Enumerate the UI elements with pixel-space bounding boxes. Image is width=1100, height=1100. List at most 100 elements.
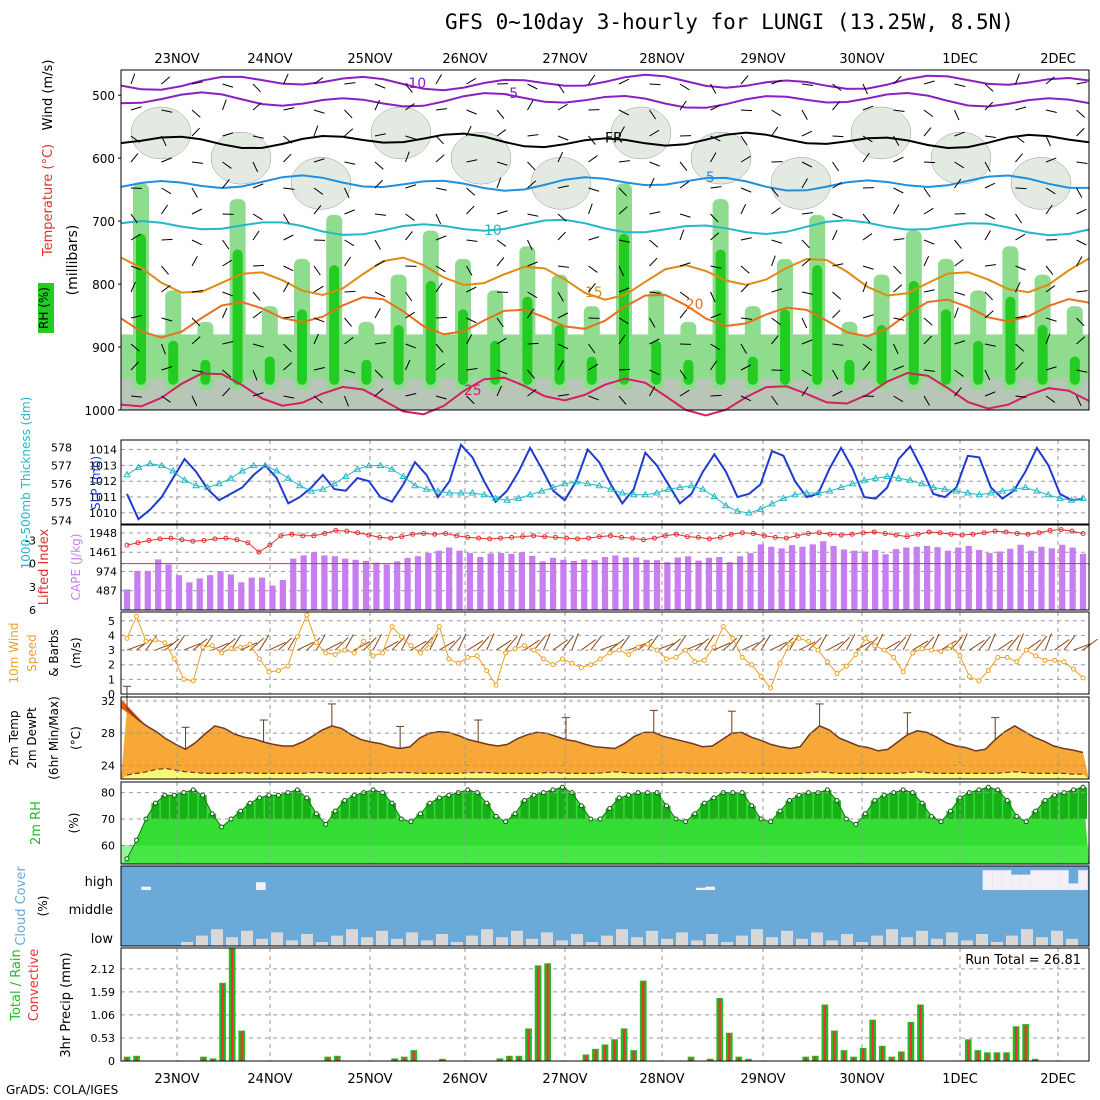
cloud-high-bar	[1059, 870, 1069, 890]
cloud-low-bar	[661, 938, 673, 946]
wind-barb	[1076, 187, 1083, 198]
cape-bar	[1038, 546, 1045, 610]
cape-bar	[186, 582, 193, 610]
wind-speed-marker	[540, 656, 546, 662]
rh-high-fill	[719, 792, 728, 820]
wind-barb	[710, 104, 721, 111]
wind-barb	[161, 204, 169, 215]
wind-panel-bg	[121, 612, 1089, 694]
wind-barb	[710, 291, 716, 303]
date-label-top: 2DEC	[1040, 52, 1076, 67]
lifted-index-marker	[871, 529, 877, 535]
wind-barb	[954, 239, 962, 249]
wind-speed-marker	[257, 656, 263, 662]
wind-barb	[252, 102, 262, 111]
rh-high-fill	[747, 805, 756, 820]
rh-high-fill	[861, 813, 870, 820]
precip-convective-bar	[976, 1051, 979, 1061]
wind-tick-label: 3	[108, 644, 115, 657]
wind-speed-marker	[398, 634, 404, 640]
cloud-low-bar	[346, 929, 358, 946]
temp-axis-label-3: (6hr Min/Max)	[47, 696, 61, 780]
wind-barb	[923, 239, 935, 245]
cape-bar	[331, 556, 338, 610]
wind-barb	[466, 187, 476, 196]
rh-column-core	[200, 359, 211, 385]
cape-bar	[778, 548, 785, 610]
lifted-index-marker	[190, 538, 196, 544]
cape-bar	[913, 546, 920, 610]
wind-barb	[222, 179, 230, 189]
cape-bar	[383, 564, 390, 610]
surface-wind-barb	[562, 635, 574, 651]
wind-barb	[405, 231, 413, 241]
wind-barb	[435, 235, 447, 241]
wind-barb	[435, 135, 445, 145]
wind-barb	[649, 257, 658, 267]
wind-barb	[374, 179, 384, 189]
wind-barb	[954, 291, 966, 296]
cape-bar	[456, 550, 463, 610]
rh-marker	[711, 795, 717, 801]
wind-barb	[557, 231, 567, 241]
temperature-contour-label: -5	[504, 86, 518, 102]
cloud-low-bar	[196, 935, 208, 946]
wind-barb	[405, 311, 416, 319]
lifted-index-marker	[739, 530, 745, 536]
lifted-index-marker	[1014, 531, 1020, 536]
precip-panel-frame	[120, 947, 1090, 1062]
wind-barb	[222, 99, 227, 111]
cape-bar	[404, 557, 411, 610]
wind-barb	[984, 291, 994, 301]
surface-wind-barb	[164, 638, 180, 651]
wind-barb	[435, 154, 445, 163]
cape-panel-frame	[120, 524, 1090, 611]
wind-barb	[557, 135, 569, 141]
wind-barb	[801, 178, 808, 189]
lifted-index-marker	[509, 534, 515, 540]
lifted-index-line	[126, 529, 1084, 553]
lifted-index-marker	[827, 531, 833, 537]
thickness-axis-label: 1000-500mb Thickness (dm)	[19, 397, 33, 570]
wind-barb	[771, 317, 781, 325]
thickness-marker	[1033, 487, 1041, 494]
wind-barb	[252, 213, 263, 221]
rh-high-fill	[539, 792, 548, 820]
lifted-index-marker	[355, 530, 361, 536]
wind-barb	[1045, 366, 1057, 371]
wind-speed-marker	[995, 654, 1001, 660]
cape-bar	[466, 553, 474, 610]
cape-bar	[258, 577, 266, 610]
surface-wind-barb	[883, 640, 901, 651]
wind-barb	[588, 265, 598, 273]
surface-wind-barb	[1082, 638, 1098, 651]
precip-convective-bar	[240, 1031, 243, 1061]
date-label-bottom: 23NOV	[154, 1072, 199, 1087]
cloud-low-bar	[1066, 938, 1078, 946]
rh-column-core	[393, 325, 404, 385]
rh-marker	[133, 837, 139, 843]
li-tick-label: 6	[29, 604, 36, 617]
wind-barb	[374, 161, 384, 170]
rh-marker	[550, 787, 556, 793]
cloud-low-bar	[916, 930, 928, 946]
date-label-top: 24NOV	[247, 52, 292, 67]
cloud-low-bar	[301, 934, 313, 946]
thickness-marker	[503, 496, 511, 503]
rh-panel-frame	[120, 781, 1090, 865]
date-label-top: 1DEC	[942, 52, 978, 67]
rh-marker	[834, 798, 840, 804]
precip-convective-bar	[211, 1059, 215, 1061]
lifted-index-marker	[366, 532, 372, 538]
surface-wind-barb	[297, 641, 314, 651]
cape-bar	[633, 557, 640, 610]
lifted-index-marker	[860, 530, 866, 536]
wind-barb	[405, 135, 417, 140]
surface-wind-barb	[211, 642, 229, 651]
wind-barb	[1045, 333, 1051, 345]
surface-wind-barb	[552, 639, 568, 651]
temp-area	[121, 708, 1089, 779]
wind-barb	[374, 99, 381, 111]
li-tick-label: -3	[25, 534, 36, 547]
